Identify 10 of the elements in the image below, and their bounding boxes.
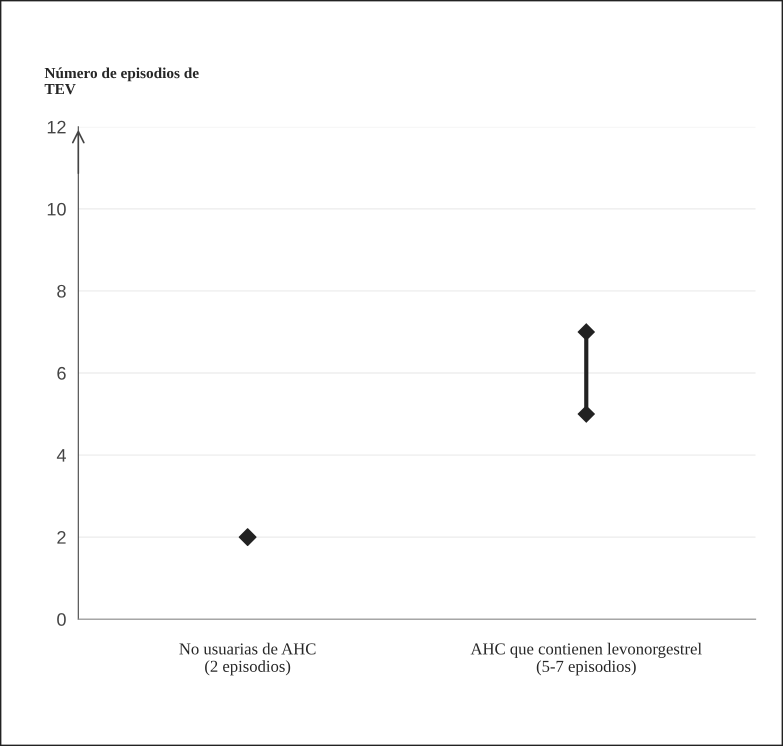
y-axis-title: Número de episodios de TEV <box>44 67 199 94</box>
y-tick-label: 4 <box>56 449 66 462</box>
y-tick-label: 0 <box>57 613 66 626</box>
y-tick-label: 6 <box>57 366 66 380</box>
x-tick-label: AHC que contienen levonorgestrel (5-7 episodios) <box>470 642 702 676</box>
y-tick-label: 2 <box>57 531 66 544</box>
x-tick-label: No usuarias de AHC (2 episodios) <box>179 642 316 676</box>
y-tick-label: 12 <box>48 120 66 134</box>
y-tick-label: 8 <box>57 284 66 298</box>
y-tick-label: 10 <box>48 202 66 216</box>
